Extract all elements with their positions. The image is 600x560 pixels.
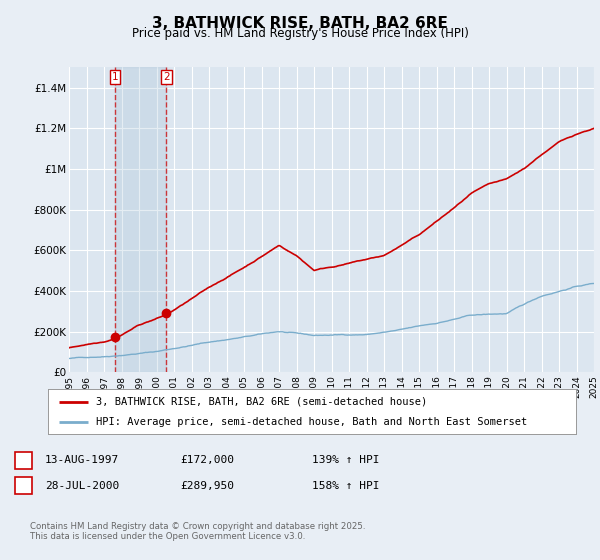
Text: £289,950: £289,950 bbox=[180, 480, 234, 491]
Text: 1: 1 bbox=[112, 72, 118, 82]
Text: 2: 2 bbox=[163, 72, 170, 82]
Text: £172,000: £172,000 bbox=[180, 455, 234, 465]
Text: 139% ↑ HPI: 139% ↑ HPI bbox=[312, 455, 380, 465]
Text: Contains HM Land Registry data © Crown copyright and database right 2025.
This d: Contains HM Land Registry data © Crown c… bbox=[30, 522, 365, 542]
Bar bbox=[115, 67, 166, 372]
Text: Price paid vs. HM Land Registry's House Price Index (HPI): Price paid vs. HM Land Registry's House … bbox=[131, 27, 469, 40]
Text: 2: 2 bbox=[20, 480, 27, 491]
Text: 3, BATHWICK RISE, BATH, BA2 6RE: 3, BATHWICK RISE, BATH, BA2 6RE bbox=[152, 16, 448, 31]
Text: HPI: Average price, semi-detached house, Bath and North East Somerset: HPI: Average price, semi-detached house,… bbox=[95, 417, 527, 427]
Text: 13-AUG-1997: 13-AUG-1997 bbox=[45, 455, 119, 465]
Text: 1: 1 bbox=[20, 455, 27, 465]
Text: 3, BATHWICK RISE, BATH, BA2 6RE (semi-detached house): 3, BATHWICK RISE, BATH, BA2 6RE (semi-de… bbox=[95, 396, 427, 407]
Text: 158% ↑ HPI: 158% ↑ HPI bbox=[312, 480, 380, 491]
Text: 28-JUL-2000: 28-JUL-2000 bbox=[45, 480, 119, 491]
